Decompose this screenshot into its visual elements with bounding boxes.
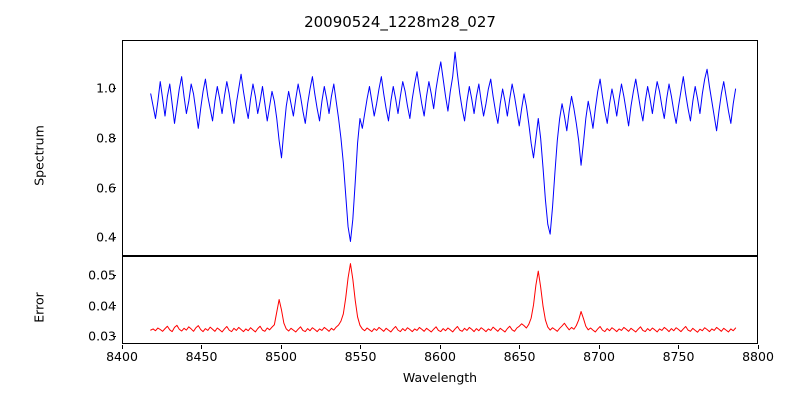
spectrum-y-axis-label: Spectrum <box>31 125 47 186</box>
x-tick-mark <box>519 345 521 349</box>
spectrum-plot-area <box>122 40 758 256</box>
x-tick-label: 8650 <box>503 349 536 364</box>
error-y-tick: 0.04 <box>88 298 116 314</box>
spectrum-y-tick: 1.0 <box>96 80 116 96</box>
spectrum-y-tick-mark <box>112 87 116 89</box>
spectrum-y-tick: 0.8 <box>96 130 116 146</box>
x-tick-mark <box>678 345 680 349</box>
x-tick-label: 8600 <box>424 349 456 364</box>
x-tick-label: 8750 <box>662 349 695 364</box>
spectrum-data-line <box>151 52 736 241</box>
x-tick-label: 8400 <box>106 349 138 364</box>
x-tick-label: 8700 <box>583 349 615 364</box>
x-tick-label: 8450 <box>185 349 218 364</box>
x-tick-mark <box>598 345 600 349</box>
x-tick-label: 8800 <box>742 349 774 364</box>
error-line-series <box>123 257 757 343</box>
spectrum-y-ticklabels: 0.4 0.6 0.8 1.0 <box>52 40 116 256</box>
x-tick-mark <box>280 345 282 349</box>
error-plot-area <box>122 256 758 344</box>
x-ticklabels: 8400 8450 8500 8550 8600 8650 8700 8750 8800 <box>0 345 800 367</box>
error-y-tick: 0.03 <box>88 328 116 344</box>
error-y-tick: 0.05 <box>88 267 116 283</box>
error-y-ticklabels: 0.03 0.04 0.05 <box>52 256 116 344</box>
x-tick-mark <box>201 345 203 349</box>
x-tick-label: 8550 <box>344 349 377 364</box>
spectrum-y-tick-mark <box>112 137 116 139</box>
error-y-tick-mark <box>112 305 116 307</box>
x-tick-mark <box>757 345 759 349</box>
x-axis-label: Wavelength <box>402 370 478 385</box>
spectrum-y-tick-mark <box>112 236 116 238</box>
x-tick-mark <box>360 345 362 349</box>
spectrum-y-tick: 0.4 <box>96 229 116 245</box>
error-y-tick-mark <box>112 274 116 276</box>
error-data-line <box>151 264 736 333</box>
x-tick-label: 8500 <box>265 349 297 364</box>
x-tick-mark <box>121 345 123 349</box>
spectrum-line-series <box>123 41 757 255</box>
error-y-tick-mark <box>112 335 116 337</box>
spectrum-y-tick-mark <box>112 187 116 189</box>
x-tick-mark <box>439 345 441 349</box>
error-y-axis-label: Error <box>31 292 47 323</box>
figure-title: 20090524_1228m28_027 <box>304 13 496 31</box>
spectrum-y-tick: 0.6 <box>96 180 116 196</box>
